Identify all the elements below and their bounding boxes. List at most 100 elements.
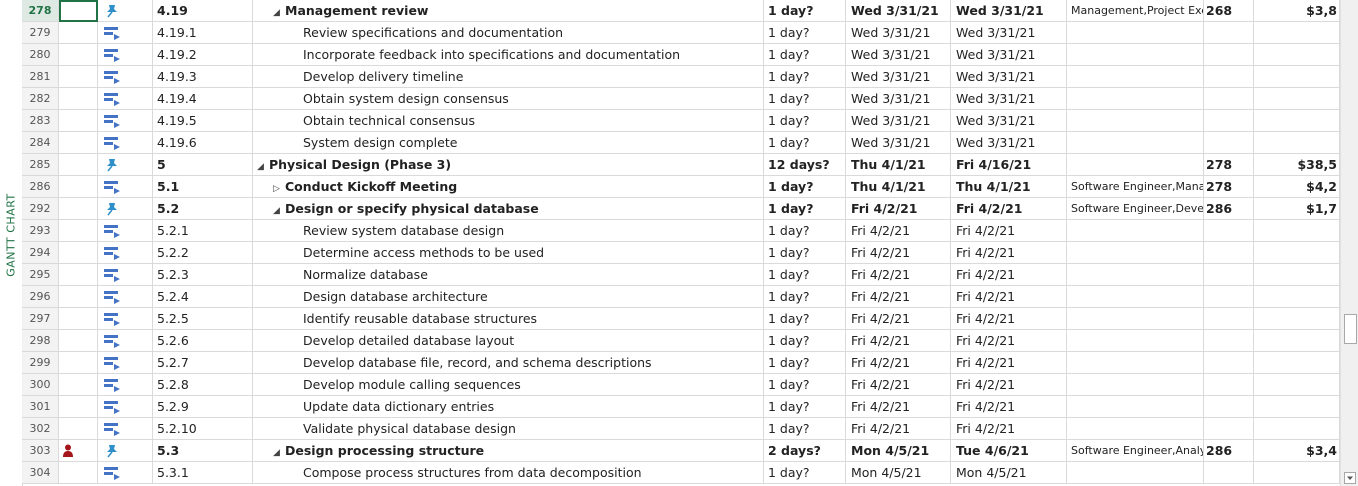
start-date-cell[interactable]: Wed 3/31/21 bbox=[846, 22, 951, 44]
wbs-cell[interactable]: 5.2.7 bbox=[153, 352, 253, 374]
predecessors-cell[interactable] bbox=[1204, 308, 1254, 330]
task-mode-cell[interactable] bbox=[98, 0, 153, 22]
task-mode-cell[interactable] bbox=[98, 220, 153, 242]
predecessors-cell[interactable] bbox=[1204, 396, 1254, 418]
wbs-cell[interactable]: 4.19.1 bbox=[153, 22, 253, 44]
cost-cell[interactable] bbox=[1254, 22, 1340, 44]
finish-date-cell[interactable]: Fri 4/16/21 bbox=[951, 154, 1067, 176]
task-mode-cell[interactable] bbox=[98, 44, 153, 66]
predecessors-cell[interactable] bbox=[1204, 66, 1254, 88]
task-name-cell[interactable]: Design database architecture bbox=[253, 286, 764, 308]
row-id[interactable]: 279 bbox=[22, 22, 59, 44]
resource-names-cell[interactable]: Management,Project Exe bbox=[1067, 0, 1204, 22]
predecessors-cell[interactable] bbox=[1204, 44, 1254, 66]
predecessors-cell[interactable] bbox=[1204, 374, 1254, 396]
start-date-cell[interactable]: Fri 4/2/21 bbox=[846, 198, 951, 220]
task-name-cell[interactable]: Develop database file, record, and schem… bbox=[253, 352, 764, 374]
predecessors-cell[interactable]: 278 bbox=[1204, 154, 1254, 176]
cost-cell[interactable] bbox=[1254, 44, 1340, 66]
task-row[interactable]: 304 5.3.1 Compose process structures from … bbox=[22, 462, 1340, 484]
duration-cell[interactable]: 12 days? bbox=[764, 154, 846, 176]
row-id[interactable]: 303 bbox=[22, 440, 59, 462]
scroll-down-arrow-icon[interactable] bbox=[1344, 472, 1356, 484]
resource-names-cell[interactable] bbox=[1067, 154, 1204, 176]
wbs-cell[interactable]: 5.1 bbox=[153, 176, 253, 198]
predecessors-cell[interactable] bbox=[1204, 88, 1254, 110]
resource-names-cell[interactable] bbox=[1067, 132, 1204, 154]
finish-date-cell[interactable]: Fri 4/2/21 bbox=[951, 242, 1067, 264]
task-row[interactable]: 292 5.2 ◢ Design or specify physical databa… bbox=[22, 198, 1340, 220]
finish-date-cell[interactable]: Mon 4/5/21 bbox=[951, 462, 1067, 484]
start-date-cell[interactable]: Mon 4/5/21 bbox=[846, 440, 951, 462]
start-date-cell[interactable]: Thu 4/1/21 bbox=[846, 154, 951, 176]
view-label[interactable]: GANTT CHART bbox=[4, 193, 18, 277]
row-id[interactable]: 280 bbox=[22, 44, 59, 66]
predecessors-cell[interactable] bbox=[1204, 462, 1254, 484]
wbs-cell[interactable]: 5.2.8 bbox=[153, 374, 253, 396]
cost-cell[interactable] bbox=[1254, 242, 1340, 264]
predecessors-cell[interactable]: 286 bbox=[1204, 440, 1254, 462]
wbs-cell[interactable]: 4.19.6 bbox=[153, 132, 253, 154]
duration-cell[interactable]: 1 day? bbox=[764, 198, 846, 220]
row-id[interactable]: 293 bbox=[22, 220, 59, 242]
finish-date-cell[interactable]: Fri 4/2/21 bbox=[951, 286, 1067, 308]
duration-cell[interactable]: 1 day? bbox=[764, 44, 846, 66]
task-mode-cell[interactable] bbox=[98, 66, 153, 88]
task-name-cell[interactable]: ◢ Design processing structure bbox=[253, 440, 764, 462]
task-row[interactable]: 298 5.2.6 Develop detailed database layout… bbox=[22, 330, 1340, 352]
start-date-cell[interactable]: Fri 4/2/21 bbox=[846, 242, 951, 264]
finish-date-cell[interactable]: Tue 4/6/21 bbox=[951, 440, 1067, 462]
resource-names-cell[interactable] bbox=[1067, 374, 1204, 396]
start-date-cell[interactable]: Fri 4/2/21 bbox=[846, 220, 951, 242]
row-id[interactable]: 282 bbox=[22, 88, 59, 110]
start-date-cell[interactable]: Fri 4/2/21 bbox=[846, 286, 951, 308]
start-date-cell[interactable]: Wed 3/31/21 bbox=[846, 88, 951, 110]
resource-names-cell[interactable]: Software Engineer,Deve bbox=[1067, 198, 1204, 220]
wbs-cell[interactable]: 4.19.3 bbox=[153, 66, 253, 88]
row-id[interactable]: 301 bbox=[22, 396, 59, 418]
row-id[interactable]: 302 bbox=[22, 418, 59, 440]
finish-date-cell[interactable]: Wed 3/31/21 bbox=[951, 132, 1067, 154]
finish-date-cell[interactable]: Fri 4/2/21 bbox=[951, 220, 1067, 242]
wbs-cell[interactable]: 5.2.2 bbox=[153, 242, 253, 264]
task-mode-cell[interactable] bbox=[98, 198, 153, 220]
wbs-cell[interactable]: 4.19 bbox=[153, 0, 253, 22]
start-date-cell[interactable]: Wed 3/31/21 bbox=[846, 132, 951, 154]
task-name-cell[interactable]: Update data dictionary entries bbox=[253, 396, 764, 418]
finish-date-cell[interactable]: Thu 4/1/21 bbox=[951, 176, 1067, 198]
start-date-cell[interactable]: Wed 3/31/21 bbox=[846, 110, 951, 132]
task-mode-cell[interactable] bbox=[98, 88, 153, 110]
duration-cell[interactable]: 1 day? bbox=[764, 264, 846, 286]
wbs-cell[interactable]: 5.2 bbox=[153, 198, 253, 220]
row-id[interactable]: 300 bbox=[22, 374, 59, 396]
row-id[interactable]: 281 bbox=[22, 66, 59, 88]
task-mode-cell[interactable] bbox=[98, 286, 153, 308]
wbs-cell[interactable]: 5.2.1 bbox=[153, 220, 253, 242]
resource-names-cell[interactable] bbox=[1067, 396, 1204, 418]
wbs-cell[interactable]: 5.3 bbox=[153, 440, 253, 462]
duration-cell[interactable]: 1 day? bbox=[764, 352, 846, 374]
finish-date-cell[interactable]: Fri 4/2/21 bbox=[951, 396, 1067, 418]
resource-names-cell[interactable] bbox=[1067, 352, 1204, 374]
cost-cell[interactable]: $3,8 bbox=[1254, 0, 1340, 22]
task-name-cell[interactable]: ▷ Conduct Kickoff Meeting bbox=[253, 176, 764, 198]
task-mode-cell[interactable] bbox=[98, 242, 153, 264]
row-id[interactable]: 285 bbox=[22, 154, 59, 176]
expand-arrow-icon[interactable]: ▷ bbox=[273, 184, 280, 194]
resource-names-cell[interactable] bbox=[1067, 88, 1204, 110]
duration-cell[interactable]: 1 day? bbox=[764, 0, 846, 22]
cost-cell[interactable]: $38,5 bbox=[1254, 154, 1340, 176]
row-id[interactable]: 299 bbox=[22, 352, 59, 374]
duration-cell[interactable]: 1 day? bbox=[764, 286, 846, 308]
resource-names-cell[interactable] bbox=[1067, 220, 1204, 242]
start-date-cell[interactable]: Fri 4/2/21 bbox=[846, 308, 951, 330]
row-id[interactable]: 294 bbox=[22, 242, 59, 264]
finish-date-cell[interactable]: Wed 3/31/21 bbox=[951, 88, 1067, 110]
task-row[interactable]: 284 4.19.6 System design complete 1 day? Wed… bbox=[22, 132, 1340, 154]
row-id[interactable]: 283 bbox=[22, 110, 59, 132]
wbs-cell[interactable]: 5.2.6 bbox=[153, 330, 253, 352]
row-id[interactable]: 292 bbox=[22, 198, 59, 220]
wbs-cell[interactable]: 4.19.5 bbox=[153, 110, 253, 132]
task-name-cell[interactable]: Develop delivery timeline bbox=[253, 66, 764, 88]
predecessors-cell[interactable] bbox=[1204, 286, 1254, 308]
